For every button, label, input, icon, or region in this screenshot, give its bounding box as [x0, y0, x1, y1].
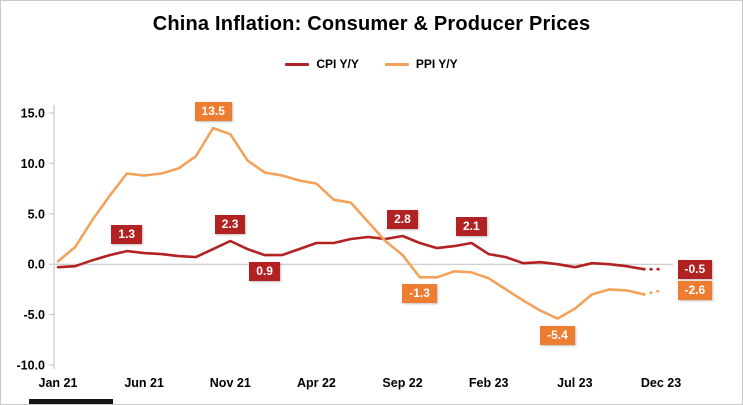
svg-text:15.0: 15.0 [21, 107, 45, 121]
legend-item-ppi: PPI Y/Y [384, 57, 458, 71]
svg-text:10.0: 10.0 [21, 157, 45, 171]
svg-text:Feb 23: Feb 23 [469, 376, 509, 390]
legend-label-cpi: CPI Y/Y [316, 57, 359, 71]
ppi-line-swatch-icon [384, 62, 409, 66]
svg-text:Jul 23: Jul 23 [557, 376, 592, 390]
svg-text:0.0: 0.0 [28, 258, 45, 272]
svg-text:Dec 23: Dec 23 [641, 376, 681, 390]
svg-text:Jun 21: Jun 21 [124, 376, 164, 390]
svg-text:5.0: 5.0 [28, 207, 45, 221]
svg-text:Nov 21: Nov 21 [210, 376, 251, 390]
legend-item-cpi: CPI Y/Y [285, 57, 359, 71]
cpi-line-swatch-icon [285, 62, 310, 66]
svg-text:-10.0: -10.0 [17, 359, 46, 373]
bottom-edge-artifact [29, 399, 113, 404]
svg-text:Apr 22: Apr 22 [297, 376, 336, 390]
svg-text:-5.0: -5.0 [23, 308, 45, 322]
legend: CPI Y/Y PPI Y/Y [1, 57, 742, 71]
legend-label-ppi: PPI Y/Y [415, 57, 458, 71]
chart-title: China Inflation: Consumer & Producer Pri… [152, 13, 591, 35]
svg-text:Jan 21: Jan 21 [39, 376, 78, 390]
svg-text:Sep 22: Sep 22 [382, 376, 422, 390]
